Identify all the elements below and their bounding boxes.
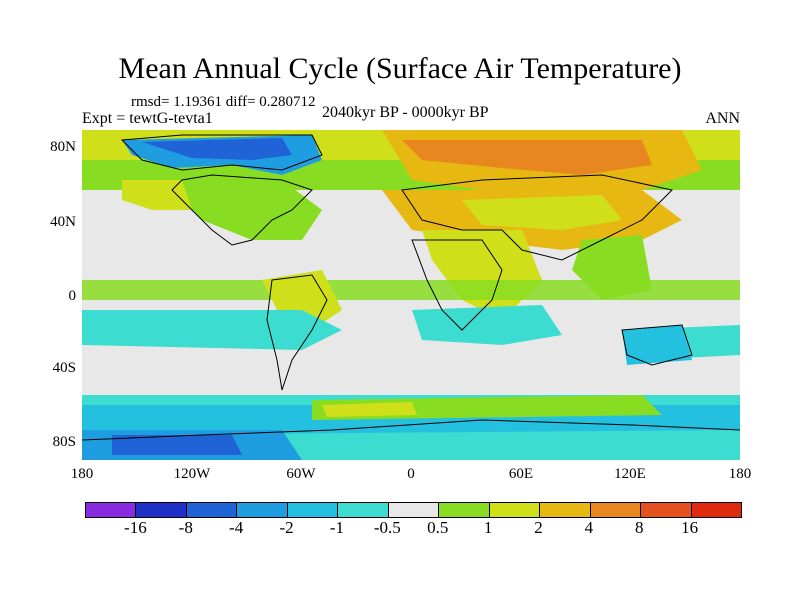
colorbar-swatch [641, 503, 692, 517]
x-axis-label: 120E [614, 466, 646, 482]
x-axis-label: 180 [70, 466, 94, 482]
period-label: 2040kyr BP - 0000kyr BP [322, 104, 489, 121]
colorbar-swatch [237, 503, 288, 517]
colorbar-swatch [439, 503, 490, 517]
colorbar-label: 4 [584, 518, 594, 537]
experiment-label: Expt = tewtG-tevta1 [82, 110, 213, 127]
y-axis-label: 40N [50, 214, 76, 230]
y-axis-label: 0 [68, 288, 77, 304]
colorbar-swatch [691, 503, 742, 517]
stats-text: rmsd= 1.19361 diff= 0.280712 [131, 94, 316, 110]
colorbar-label: -1 [329, 518, 345, 537]
colorbar-swatch [86, 503, 137, 517]
colorbar-swatch [590, 503, 642, 517]
colorbar-label: -16 [124, 518, 147, 537]
colorbar-label: 8 [634, 518, 644, 537]
colorbar-swatch [540, 503, 591, 517]
x-axis-label: 60E [508, 466, 534, 482]
colorbar-label: 1 [483, 518, 493, 537]
x-axis-label: 0 [407, 466, 415, 482]
x-axis-label: 180 [728, 466, 752, 482]
colorbar-swatch [287, 503, 339, 517]
colorbar-swatch [186, 503, 238, 517]
y-axis-label: 80N [50, 139, 76, 155]
colorbar-label: -0.5 [373, 518, 401, 537]
x-axis-label: 60W [286, 466, 316, 482]
chart-title: Mean Annual Cycle (Surface Air Temperatu… [118, 52, 682, 85]
x-axis-label: 120W [173, 466, 211, 482]
colorbar-label: -2 [279, 518, 294, 537]
colorbar-swatch [489, 503, 541, 517]
colorbar-label: -4 [229, 518, 244, 537]
colorbar [85, 502, 742, 518]
colorbar-label: 0.5 [427, 518, 449, 537]
y-axis-label: 80S [52, 434, 76, 450]
colorbar-label: 16 [681, 518, 699, 537]
colorbar-label: 2 [534, 518, 543, 537]
temperature-anomaly-map [82, 130, 740, 460]
colorbar-swatch [388, 503, 440, 517]
colorbar-swatch [136, 503, 187, 517]
colorbar-label: -8 [178, 518, 193, 537]
colorbar-swatch [338, 503, 389, 517]
y-axis-label: 40S [52, 360, 76, 376]
season-label: ANN [705, 110, 740, 127]
